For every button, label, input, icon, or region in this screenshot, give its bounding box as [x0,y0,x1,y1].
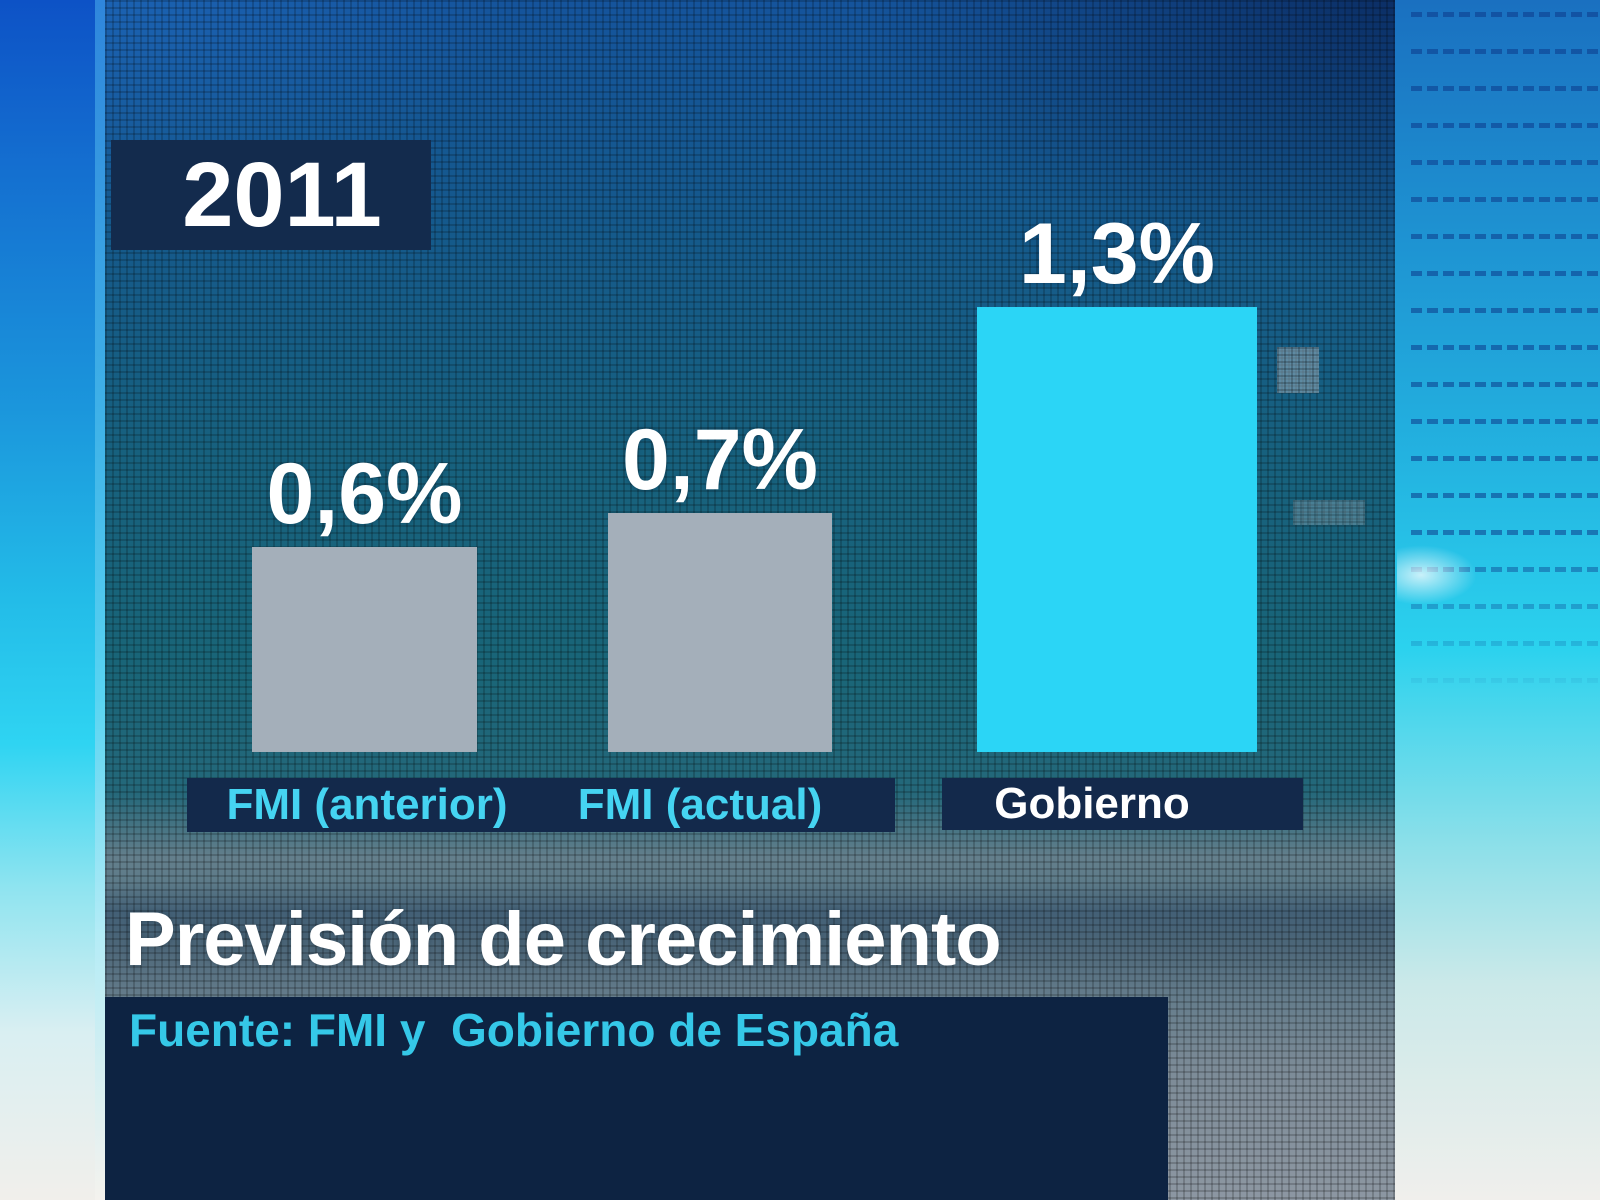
bar-gobierno [977,307,1257,752]
light-glow-patch [1397,545,1477,605]
year-label-box: 2011 [111,140,431,250]
left-edge-highlight-line [95,0,105,1200]
category-label-fmi-anterior: FMI (anterior) [226,780,508,829]
bar-value-label-fmi-anterior: 0,6% [266,446,463,542]
chart-title: Previsión de crecimiento [125,897,1002,982]
bar-fmi-actual [608,513,832,752]
pixel-artifact-block [1277,347,1319,393]
right-gradient-background [1395,0,1600,1200]
category-label-box-gobierno: Gobierno [942,778,1303,830]
bar-fmi-anterior [252,547,477,752]
bar-value-label-gobierno: 1,3% [1018,206,1216,302]
source-box: Fuente: FMI y Gobierno de España [105,997,1168,1200]
source-text: Fuente: FMI y Gobierno de España [129,1004,899,1056]
category-label-box-fmi: FMI (anterior) FMI (actual) [187,778,895,832]
pixel-artifact-block [1293,500,1365,525]
year-label: 2011 [182,144,382,246]
left-gradient-background [0,0,95,1200]
category-label-gobierno: Gobierno [994,779,1190,828]
bar-value-label-fmi-actual: 0,7% [621,412,819,508]
category-label-fmi-actual: FMI (actual) [577,780,823,829]
chart-panel: 2011 0,6% 0,7% 1,3% FMI (anterior) FMI (… [105,0,1395,1200]
